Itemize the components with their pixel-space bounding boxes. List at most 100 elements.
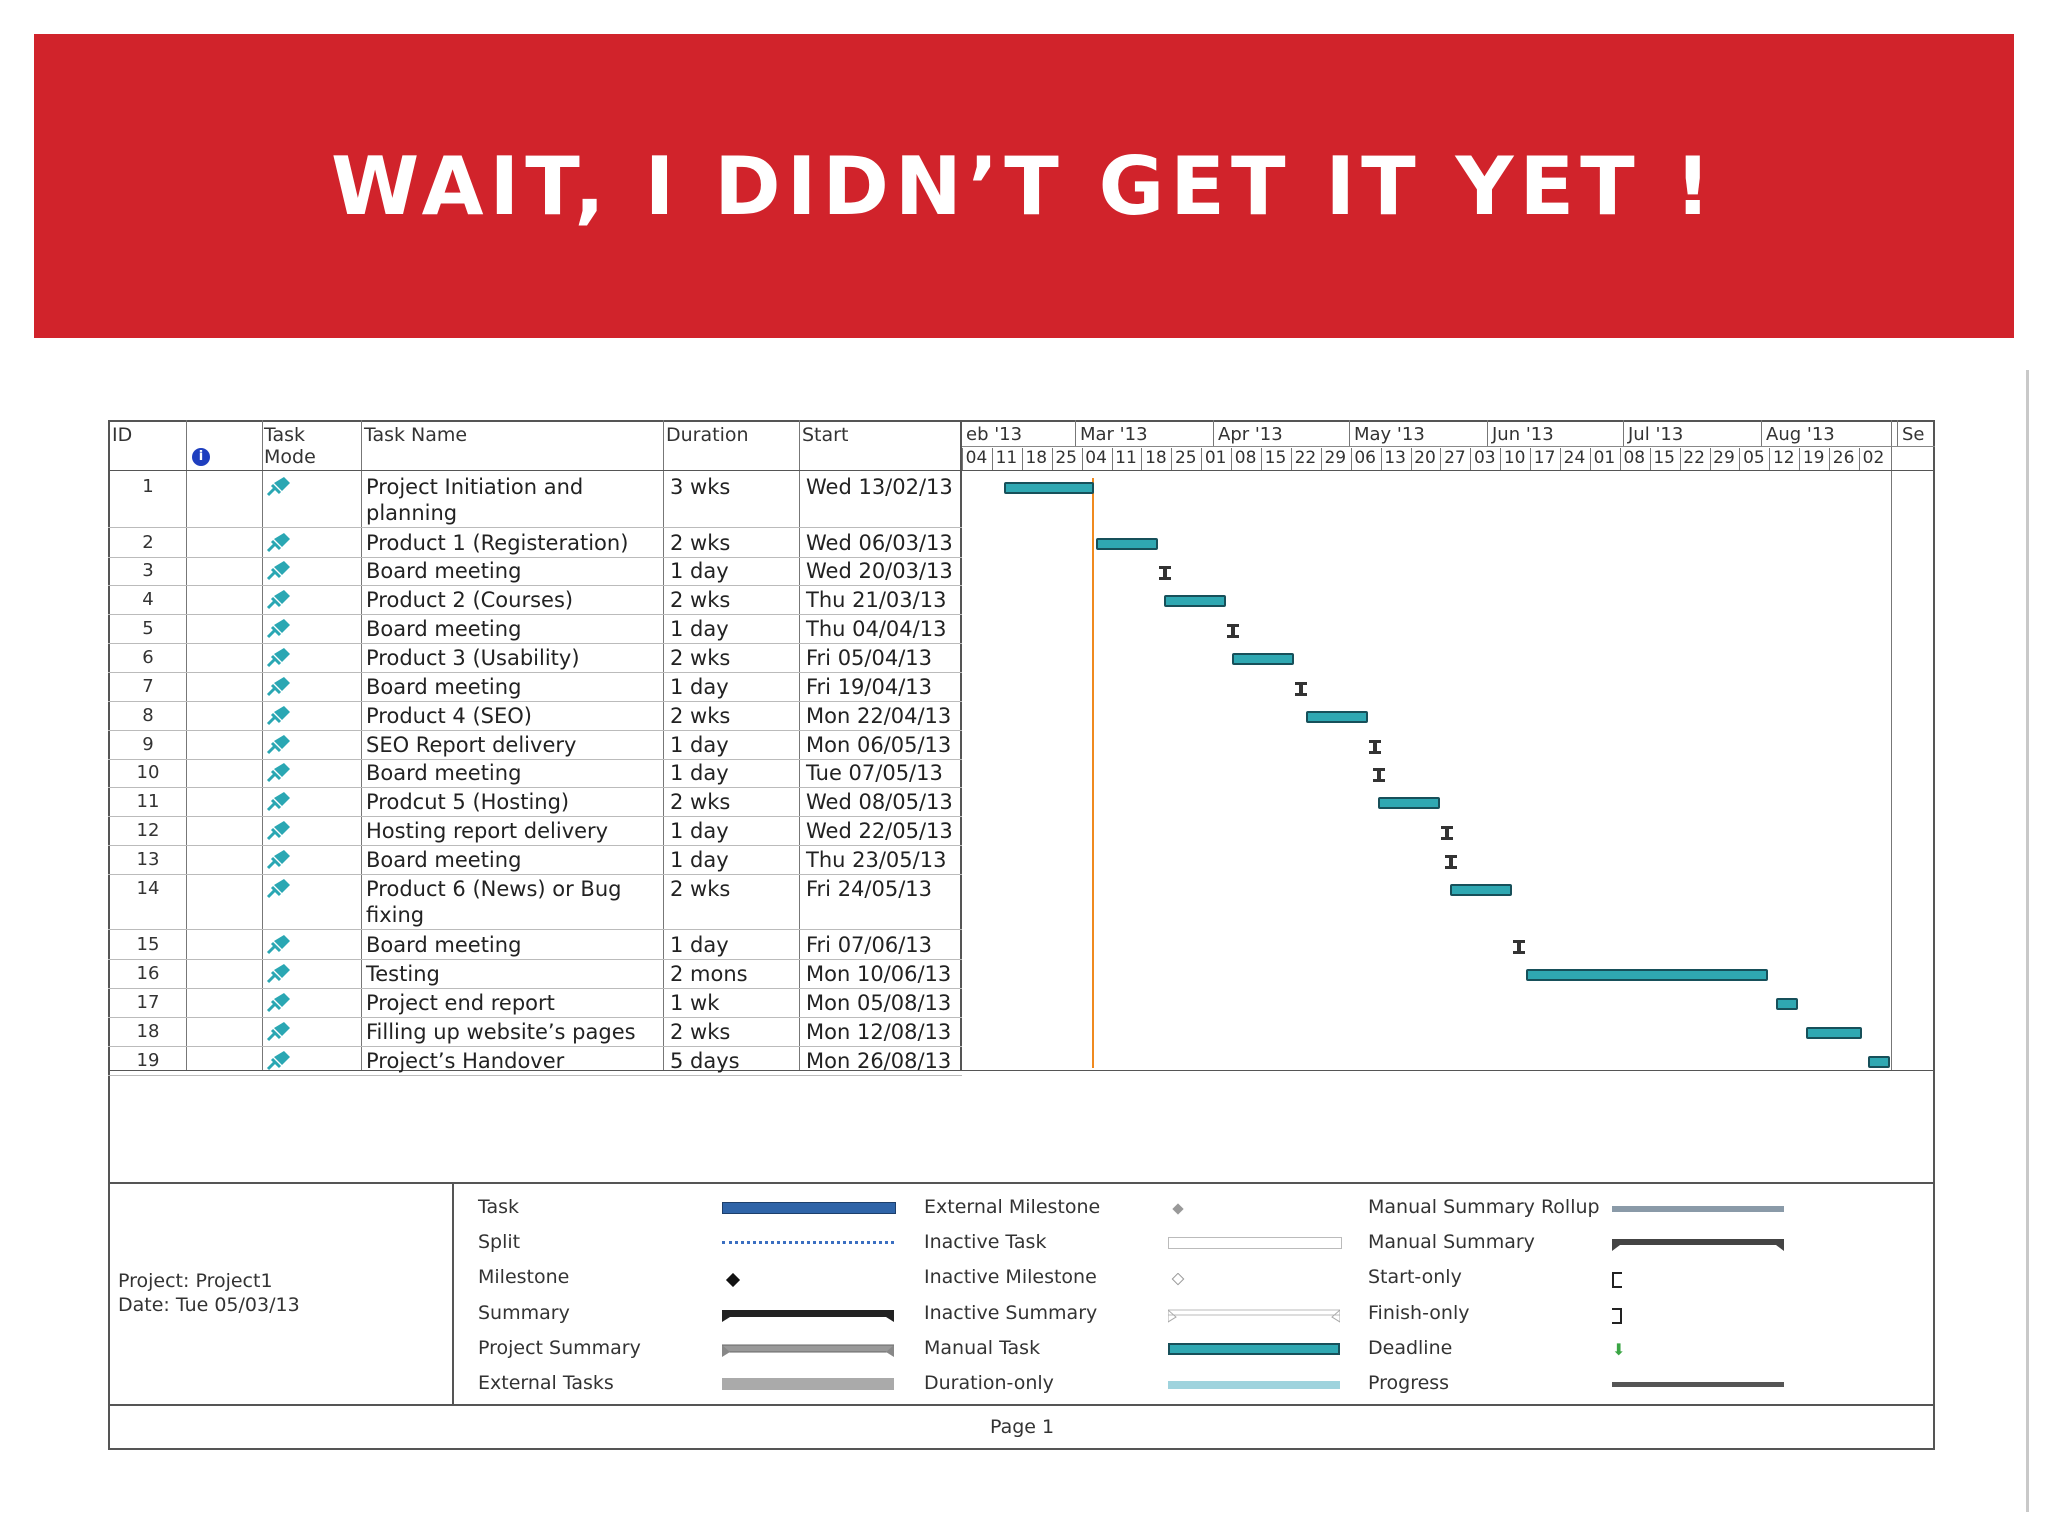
day-label: 06 <box>1354 448 1376 468</box>
day-label: 11 <box>1115 448 1137 468</box>
day-label: 27 <box>1444 448 1466 468</box>
day-label: 10 <box>1503 448 1526 468</box>
legend-label-start-only: Start-only <box>1368 1266 1462 1288</box>
day-label: 20 <box>1414 448 1436 468</box>
row-id: 15 <box>136 934 160 955</box>
row-id: 16 <box>136 963 160 984</box>
task-mode-pin-icon <box>266 962 292 989</box>
task-duration: 1 day <box>670 733 729 757</box>
task-start: Fri 24/05/13 <box>806 877 933 901</box>
task-bar <box>1096 538 1158 550</box>
day-label: 25 <box>1055 448 1077 468</box>
day-label: 03 <box>1473 448 1496 468</box>
legend-symbol-duration-only-icon <box>1168 1378 1340 1389</box>
day-tick <box>1709 448 1711 470</box>
legend-label-inactive-summary: Inactive Summary <box>924 1302 1098 1324</box>
legend-symbol-summary-icon <box>722 1308 894 1328</box>
legend-label-progress: Progress <box>1368 1372 1450 1394</box>
day-tick <box>1859 448 1860 470</box>
day-tick <box>1649 448 1651 470</box>
project-label: Project: Project1 <box>118 1270 273 1292</box>
header-duration: Duration <box>666 424 749 446</box>
day-label: 01 <box>1204 448 1227 468</box>
task-name: Project Initiation and planning <box>366 475 584 525</box>
row-id: 7 <box>142 676 154 697</box>
task-start: Wed 06/03/13 <box>806 531 953 555</box>
task-bar <box>1306 711 1368 723</box>
legend-symbol-task-icon <box>722 1202 896 1214</box>
legend-symbol-split-icon <box>722 1237 894 1244</box>
day-tick <box>1500 448 1502 470</box>
legend-symbol-project-summary-icon <box>721 1343 895 1363</box>
title-banner: WAIT, I DIDN’T GET IT YET ! <box>34 34 2014 338</box>
task-duration: 1 day <box>670 761 729 785</box>
day-label: 12 <box>1772 448 1795 468</box>
row-divider <box>108 988 962 989</box>
day-tick <box>1560 448 1561 470</box>
task-name: Board meeting <box>366 617 522 641</box>
task-start: Fri 19/04/13 <box>806 675 933 699</box>
row-id: 18 <box>136 1021 160 1042</box>
row-id: 9 <box>142 734 154 755</box>
task-bar <box>1378 797 1440 809</box>
grid-line <box>262 420 263 1070</box>
task-duration: 1 wk <box>670 991 720 1015</box>
task-bar <box>1450 884 1512 896</box>
task-name: Board meeting <box>366 848 522 872</box>
day-tick <box>1171 448 1173 470</box>
day-label: 18 <box>1145 448 1167 468</box>
day-tick <box>1799 448 1801 470</box>
task-start: Thu 23/05/13 <box>806 848 947 872</box>
task-start: Fri 07/06/13 <box>806 933 933 957</box>
task-name: SEO Report delivery <box>366 733 577 757</box>
task-duration: 2 mons <box>670 962 748 986</box>
milestone-marker-icon <box>1294 681 1308 696</box>
day-label: 17 <box>1533 448 1556 468</box>
day-label: 25 <box>1174 448 1197 468</box>
task-mode-pin-icon <box>266 617 292 644</box>
grid-line <box>799 420 800 1070</box>
task-start: Mon 06/05/13 <box>806 733 952 757</box>
task-duration: 1 day <box>670 675 729 699</box>
grid-line <box>663 420 664 1070</box>
task-start: Wed 22/05/13 <box>806 819 953 843</box>
milestone-marker-icon <box>1444 854 1458 869</box>
legend-symbol-manual-summary-rollup-icon <box>1612 1202 1784 1212</box>
task-mode-pin-icon <box>266 933 292 960</box>
task-start: Thu 04/04/13 <box>806 617 947 641</box>
task-start: Mon 26/08/13 <box>806 1049 952 1073</box>
legend-label-manual-task: Manual Task <box>924 1337 1041 1359</box>
day-label: 22 <box>1683 448 1705 468</box>
legend-symbol-external-milestone-icon <box>1168 1202 1340 1221</box>
task-duration: 1 day <box>670 819 729 843</box>
task-name: Board meeting <box>366 559 522 583</box>
project-date: Date: Tue 05/03/13 <box>118 1294 300 1316</box>
row-id: 14 <box>136 878 160 899</box>
row-id: 19 <box>136 1050 160 1071</box>
day-tick <box>1589 448 1591 470</box>
task-mode-pin-icon <box>266 531 292 558</box>
task-duration: 2 wks <box>670 646 731 670</box>
day-label: 13 <box>1384 448 1406 468</box>
day-tick <box>962 448 963 470</box>
day-label: 02 <box>1862 448 1885 468</box>
legend-label-manual-summary-rollup: Manual Summary Rollup <box>1368 1196 1600 1218</box>
day-tick <box>1679 448 1681 470</box>
month-label: eb '13 <box>966 424 1023 445</box>
task-mode-pin-icon <box>266 559 292 586</box>
day-tick <box>1739 448 1741 470</box>
row-id: 3 <box>142 560 154 581</box>
task-start: Wed 08/05/13 <box>806 790 953 814</box>
day-tick <box>1051 448 1053 470</box>
legend-label-deadline: Deadline <box>1368 1337 1453 1359</box>
task-mode-pin-icon <box>266 733 292 760</box>
day-label: 08 <box>1623 448 1646 468</box>
month-tick <box>1213 420 1214 446</box>
day-tick <box>1829 448 1831 470</box>
task-mode-pin-icon <box>266 1049 292 1076</box>
row-id: 11 <box>136 791 160 812</box>
row-divider <box>108 643 962 644</box>
day-label: 22 <box>1294 448 1317 468</box>
day-label: 04 <box>1085 448 1107 468</box>
task-duration: 2 wks <box>670 588 731 612</box>
